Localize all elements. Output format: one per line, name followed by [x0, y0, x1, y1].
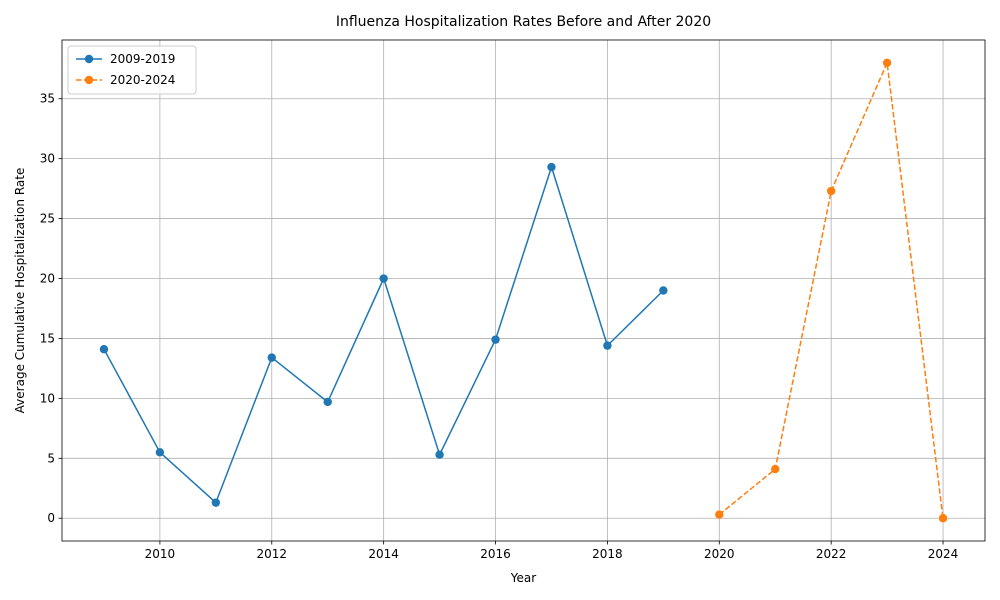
y-tick-label: 25 — [40, 212, 55, 226]
legend-marker-2009-2019 — [84, 54, 94, 64]
data-point — [715, 510, 724, 519]
y-tick-label: 35 — [40, 92, 55, 106]
data-point — [323, 397, 332, 407]
data-point — [882, 58, 892, 67]
data-point — [267, 353, 276, 362]
data-point — [659, 286, 668, 295]
x-tick-label: 2016 — [480, 547, 511, 561]
y-axis-ticks: 0 5 10 15 20 25 30 35 — [40, 92, 62, 525]
x-axis-label: Year — [510, 571, 536, 585]
legend-box — [67, 45, 197, 95]
y-tick-label: 0 — [47, 511, 55, 525]
series-2009-2019 — [99, 162, 668, 507]
x-tick-label: 2014 — [368, 547, 399, 561]
legend-label: 2009-2019 — [110, 52, 175, 66]
data-point — [603, 341, 612, 350]
y-tick-label: 10 — [40, 391, 55, 405]
series-group — [99, 58, 948, 523]
data-point — [547, 162, 556, 172]
data-point — [211, 498, 221, 507]
y-tick-label: 15 — [40, 331, 55, 345]
data-point — [491, 335, 500, 344]
x-tick-label: 2022 — [816, 547, 847, 561]
x-tick-label: 2024 — [928, 547, 959, 561]
x-tick-label: 2020 — [704, 547, 735, 561]
x-tick-label: 2010 — [145, 547, 176, 561]
x-tick-label: 2018 — [592, 547, 623, 561]
data-point — [435, 450, 444, 459]
data-point — [99, 345, 109, 354]
data-point — [771, 464, 780, 474]
series-2020-2024 — [715, 58, 948, 523]
data-point — [155, 448, 165, 457]
x-axis-ticks: 2010 2012 2014 2016 2018 2020 2022 2024 — [145, 541, 959, 561]
legend-marker-2020-2024 — [84, 75, 94, 85]
data-point — [938, 514, 948, 523]
data-point — [379, 274, 388, 283]
legend: 2009-2019 2020-2024 — [67, 45, 197, 95]
grid — [62, 40, 985, 541]
chart-title: Influenza Hospitalization Rates Before a… — [336, 14, 711, 30]
data-point — [826, 186, 836, 196]
legend-label: 2020-2024 — [110, 73, 175, 87]
plot-area — [61, 39, 986, 542]
y-axis-label: Average Cumulative Hospitalization Rate — [13, 168, 27, 414]
y-tick-label: 20 — [40, 272, 55, 286]
y-tick-label: 30 — [40, 152, 55, 166]
x-tick-label: 2012 — [256, 547, 287, 561]
y-tick-label: 5 — [47, 451, 55, 465]
